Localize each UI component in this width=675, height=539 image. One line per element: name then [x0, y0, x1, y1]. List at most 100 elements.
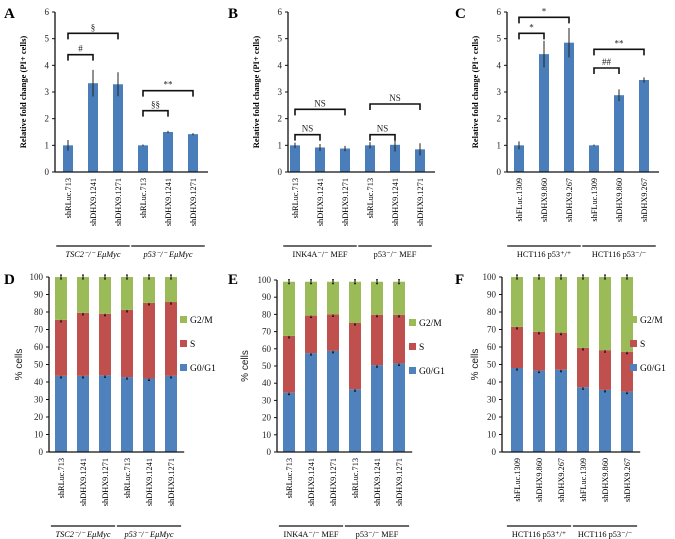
x-tick-label: shFLuc.1309	[513, 458, 522, 502]
legend-swatch	[630, 340, 637, 347]
bar-segment-g0-g1	[121, 377, 133, 452]
bar-segment-s	[599, 350, 611, 390]
y-axis-label: Relative fold change (PI+ cells)	[18, 36, 28, 149]
significance-bracket	[142, 109, 169, 117]
x-tick-label: shDHX9.860	[535, 458, 544, 502]
legend-label: S	[640, 340, 645, 350]
y-tick-label: 2	[278, 114, 283, 124]
significance-label: NS	[377, 124, 389, 134]
y-tick-label: 0	[492, 447, 497, 457]
significance-bracket	[593, 67, 620, 74]
panel-letter: F	[455, 272, 464, 288]
bar-segment-s	[55, 319, 67, 376]
bar-segment-g0-g1	[371, 365, 383, 452]
y-tick-label: 20	[262, 413, 272, 423]
y-tick-label: 70	[262, 327, 272, 337]
bar-segment-g0-g1	[555, 369, 567, 452]
bar-segment-g0-g1	[99, 375, 111, 452]
y-tick-label: 4	[45, 60, 50, 70]
y-tick-label: 20	[487, 412, 497, 422]
group-label: HCT116 p53⁻/⁻	[592, 250, 646, 259]
x-tick-label: shDHX9.860	[601, 458, 610, 502]
y-tick-label: 4	[278, 60, 283, 70]
x-tick-label: shRLuc.713	[291, 178, 300, 218]
bar	[365, 145, 375, 172]
group-label: TSC2⁻/⁻ EμMyc	[65, 250, 120, 259]
bar-segment-g2-m	[577, 277, 589, 348]
x-tick-label: shDHX9.1271	[416, 178, 425, 226]
x-tick-label: shDHX9.1241	[307, 458, 316, 506]
x-tick-label: shFLuc.1309	[579, 458, 588, 502]
group-label: HCT116 p53⁺/⁺	[512, 530, 566, 539]
panel-letter: E	[228, 272, 238, 288]
significance-label: NS	[389, 93, 401, 103]
y-tick-label: 6	[278, 7, 283, 17]
legend-swatch	[180, 316, 187, 323]
bar-segment-s	[621, 351, 633, 392]
bar	[614, 95, 624, 172]
bar-segment-g0-g1	[165, 375, 177, 452]
panel-letter: D	[4, 272, 15, 288]
significance-label: **	[615, 38, 625, 48]
significance-bracket	[518, 16, 570, 24]
y-tick-label: 80	[262, 309, 272, 319]
bar-segment-g0-g1	[55, 375, 67, 452]
significance-label: *	[529, 22, 534, 32]
bar-segment-g2-m	[393, 281, 405, 315]
bar-segment-s	[143, 302, 155, 379]
x-tick-label: shFLuc.1309	[515, 178, 524, 222]
bar-segment-g0-g1	[305, 353, 317, 452]
x-tick-label: shRLuc.713	[139, 178, 148, 218]
x-tick-label: shDHX9.1271	[114, 178, 123, 226]
significance-bracket	[518, 32, 545, 40]
y-tick-label: 0	[45, 167, 50, 177]
y-tick-label: 3	[45, 87, 50, 97]
significance-label: NS	[314, 98, 326, 108]
y-tick-label: 30	[487, 395, 497, 405]
bar-segment-g2-m	[55, 277, 67, 320]
y-tick-label: 50	[34, 360, 44, 370]
bar-segment-g0-g1	[77, 375, 89, 452]
y-tick-label: 5	[497, 34, 502, 44]
bar-segment-s	[577, 347, 589, 388]
y-tick-label: 10	[34, 430, 44, 440]
panel-F: F 0 10 20 30 40 50 60 70 80 90 100 % cells shFLuc.130…	[455, 272, 666, 539]
bar-segment-g2-m	[77, 277, 89, 313]
y-tick-label: 100	[483, 272, 497, 282]
y-tick-label: 80	[34, 307, 44, 317]
y-tick-label: 100	[30, 272, 44, 282]
significance-label: §	[91, 22, 96, 32]
y-tick-label: 40	[34, 377, 44, 387]
x-tick-label: shDHX9.860	[540, 178, 549, 222]
x-tick-label: shRLuc.713	[64, 178, 73, 218]
bar-segment-g2-m	[305, 281, 317, 316]
y-tick-label: 0	[267, 447, 272, 457]
bar-segment-g0-g1	[349, 389, 361, 452]
y-tick-label: 10	[262, 430, 272, 440]
bar-segment-s	[371, 314, 383, 366]
bar	[340, 148, 350, 172]
y-tick-label: 2	[45, 114, 50, 124]
y-tick-label: 0	[278, 167, 283, 177]
significance-bracket	[142, 89, 194, 97]
group-label: INK4A⁻/⁻ MEF	[292, 250, 347, 259]
bar-segment-s	[283, 335, 295, 393]
y-tick-label: 100	[258, 275, 272, 285]
y-tick-label: 0	[39, 447, 44, 457]
legend-label: G0/G1	[419, 367, 445, 377]
group-label: p53⁻/⁻ MEF	[374, 250, 417, 259]
group-label: p53⁻/⁻ EμMyc	[123, 530, 173, 539]
x-tick-label: shRLuc.713	[366, 178, 375, 218]
bar	[514, 145, 524, 172]
panel-E: E 0 10 20 30 40 50 60 70 80 90 100 % cells shRLuc.713…	[228, 272, 445, 539]
significance-bracket	[369, 103, 421, 110]
bar	[315, 147, 325, 172]
x-tick-label: shDHX9.267	[565, 178, 574, 222]
legend-label: G0/G1	[190, 364, 216, 374]
group-label: p53⁻/⁻ EμMyc	[142, 250, 192, 259]
bar-segment-s	[533, 331, 545, 371]
y-tick-label: 5	[45, 34, 50, 44]
panel-letter: B	[228, 6, 238, 22]
bar-segment-s	[305, 315, 317, 354]
y-tick-label: 5	[278, 34, 283, 44]
